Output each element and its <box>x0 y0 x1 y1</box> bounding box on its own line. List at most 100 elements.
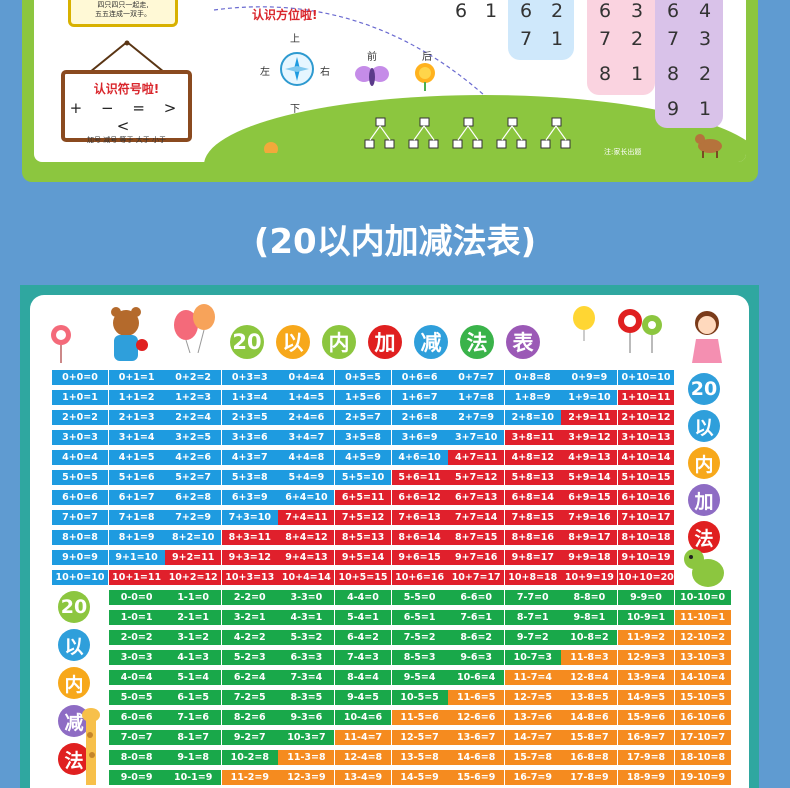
subtraction-cell: 10-2=8 <box>221 750 278 765</box>
subtraction-cell: 13-9=4 <box>618 670 674 685</box>
subtraction-cell: 2-1=1 <box>165 610 222 625</box>
subtraction-cell: 11-8=3 <box>561 650 618 665</box>
subtraction-cell: 4-2=2 <box>221 630 278 645</box>
addition-cell: 5+0=5 <box>52 470 108 485</box>
addition-cell: 10+3=13 <box>221 570 278 585</box>
balloons-icon <box>174 304 215 353</box>
addition-cell: 1+8=9 <box>504 390 561 405</box>
flower-icon <box>415 63 435 91</box>
subtraction-cell: 15-9=6 <box>618 710 674 725</box>
subtraction-cell: 15-8=7 <box>561 730 618 745</box>
subtraction-cell: 19-10=9 <box>674 770 731 785</box>
addition-cell: 1+7=8 <box>448 390 505 405</box>
addition-cell: 1+3=4 <box>221 390 278 405</box>
number-cell: 1 <box>698 98 712 120</box>
addition-cell: 9+10=19 <box>618 550 674 565</box>
subtraction-cell: 11-6=5 <box>448 690 505 705</box>
side-add-char: 法 <box>688 521 720 553</box>
subtraction-cell: 13-7=6 <box>504 710 561 725</box>
subtraction-cell: 0-0=0 <box>108 590 165 605</box>
subtraction-cell: 7-3=4 <box>278 670 335 685</box>
addition-cell: 10+1=11 <box>108 570 165 585</box>
subtraction-cell: 9-1=8 <box>165 750 222 765</box>
addition-cell: 0+6=6 <box>391 370 448 385</box>
subtraction-cell: 11-4=7 <box>335 730 391 745</box>
subtraction-cell: 17-8=9 <box>561 770 618 785</box>
subtraction-cell: 5-2=3 <box>221 650 278 665</box>
subtraction-cell: 10-8=2 <box>561 630 618 645</box>
math-table-poster: 20 以内加减法表 0+0=0 0+1=1 0+2=2 0+3=3 0+4=4 0+5=5 0… <box>20 285 759 788</box>
side-add-char: 加 <box>688 484 720 516</box>
subtraction-cell: 11-9=2 <box>618 630 674 645</box>
subtraction-cell: 9-2=7 <box>221 730 278 745</box>
subtraction-cell: 8-1=7 <box>165 730 222 745</box>
subtraction-cell: 5-4=1 <box>335 610 391 625</box>
addition-cell: 2+8=10 <box>504 410 561 425</box>
addition-cell: 2+5=7 <box>335 410 391 425</box>
plus-symbol: + <box>69 99 90 117</box>
addition-cell: 0+7=7 <box>448 370 505 385</box>
subtraction-cell: 18-9=9 <box>618 770 674 785</box>
subtraction-cell: 10-1=9 <box>165 770 222 785</box>
addition-cell: 0+3=3 <box>221 370 278 385</box>
subtraction-cell: 13-5=8 <box>391 750 448 765</box>
addition-cell: 0+10=10 <box>618 370 674 385</box>
subtraction-cell: 6-0=6 <box>108 710 165 725</box>
subtraction-cell: 7-7=0 <box>504 590 561 605</box>
addition-cell: 3+1=4 <box>108 430 165 445</box>
heading-char: 减 <box>414 325 448 359</box>
subtraction-cell: 6-4=2 <box>335 630 391 645</box>
addition-cell: 10+10=20 <box>618 570 674 585</box>
subtraction-cell: 10-7=3 <box>504 650 561 665</box>
subtraction-cell: 16-9=7 <box>618 730 674 745</box>
subtraction-cell: 8-5=3 <box>391 650 448 665</box>
subtraction-cell: 13-8=5 <box>561 690 618 705</box>
addition-cell: 4+0=4 <box>52 450 108 465</box>
subtraction-cell: 15-6=9 <box>448 770 505 785</box>
addition-cell: 5+2=7 <box>165 470 222 485</box>
subtraction-cell: 16-8=8 <box>561 750 618 765</box>
addition-cell: 6+7=13 <box>448 490 505 505</box>
addition-cell: 4+5=9 <box>335 450 391 465</box>
symbol-names: 加号 减号 等于 大于 小于 <box>65 135 188 145</box>
number-column-1: 6 1 <box>446 0 508 30</box>
addition-cell: 8+6=14 <box>391 530 448 545</box>
addition-cell: 3+6=9 <box>391 430 448 445</box>
subtraction-cell: 5-0=5 <box>108 690 165 705</box>
number-column-4: 6 4 7 3 8 2 9 1 <box>655 0 723 128</box>
greater-symbol: > <box>163 99 184 117</box>
subtraction-cell: 5-3=2 <box>278 630 335 645</box>
compass-left-label: 左 <box>260 67 270 78</box>
number-cell: 8 <box>598 63 612 85</box>
board-hanger <box>89 40 165 72</box>
compass-icon <box>280 52 314 86</box>
subtraction-cell: 14-10=4 <box>674 670 731 685</box>
subtraction-cell: 7-2=5 <box>221 690 278 705</box>
less-name: 小于 <box>151 136 166 144</box>
subtraction-cell: 14-9=5 <box>618 690 674 705</box>
symbols-row: + − = > < <box>65 99 188 135</box>
addition-cell: 8+5=13 <box>335 530 391 545</box>
addition-cell: 3+3=6 <box>221 430 278 445</box>
heading-char: 20 <box>230 325 264 359</box>
subtraction-cell: 10-4=6 <box>335 710 391 725</box>
addition-cell: 3+10=13 <box>618 430 674 445</box>
subtraction-cell: 13-10=3 <box>674 650 731 665</box>
addition-cell: 2+3=5 <box>221 410 278 425</box>
side-sub-char: 内 <box>58 667 90 699</box>
addition-cell: 2+7=9 <box>448 410 505 425</box>
addition-cell: 1+4=5 <box>278 390 335 405</box>
subtraction-cell: 3-3=0 <box>278 590 335 605</box>
subtraction-cell: 6-1=5 <box>165 690 222 705</box>
subtraction-cell: 18-10=8 <box>674 750 731 765</box>
addition-cell: 6+0=6 <box>52 490 108 505</box>
lollipop-icon <box>51 325 71 363</box>
addition-cell: 1+10=11 <box>618 390 674 405</box>
addition-cell: 9+0=9 <box>52 550 108 565</box>
rhyme-note: 四只四只一起走, 五五连成一双手。 <box>68 0 178 27</box>
subtraction-cell: 10-10=0 <box>674 590 731 605</box>
subtraction-cell: 15-10=5 <box>674 690 731 705</box>
minus-name: 减号 <box>103 136 118 144</box>
addition-cell: 6+10=16 <box>618 490 674 505</box>
number-cell: 6 <box>454 0 468 22</box>
